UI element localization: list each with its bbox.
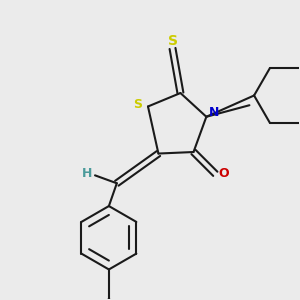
Text: S: S [134,98,142,111]
Text: N: N [209,106,220,119]
Text: H: H [82,167,92,180]
Text: S: S [167,34,178,47]
Text: O: O [218,167,229,180]
